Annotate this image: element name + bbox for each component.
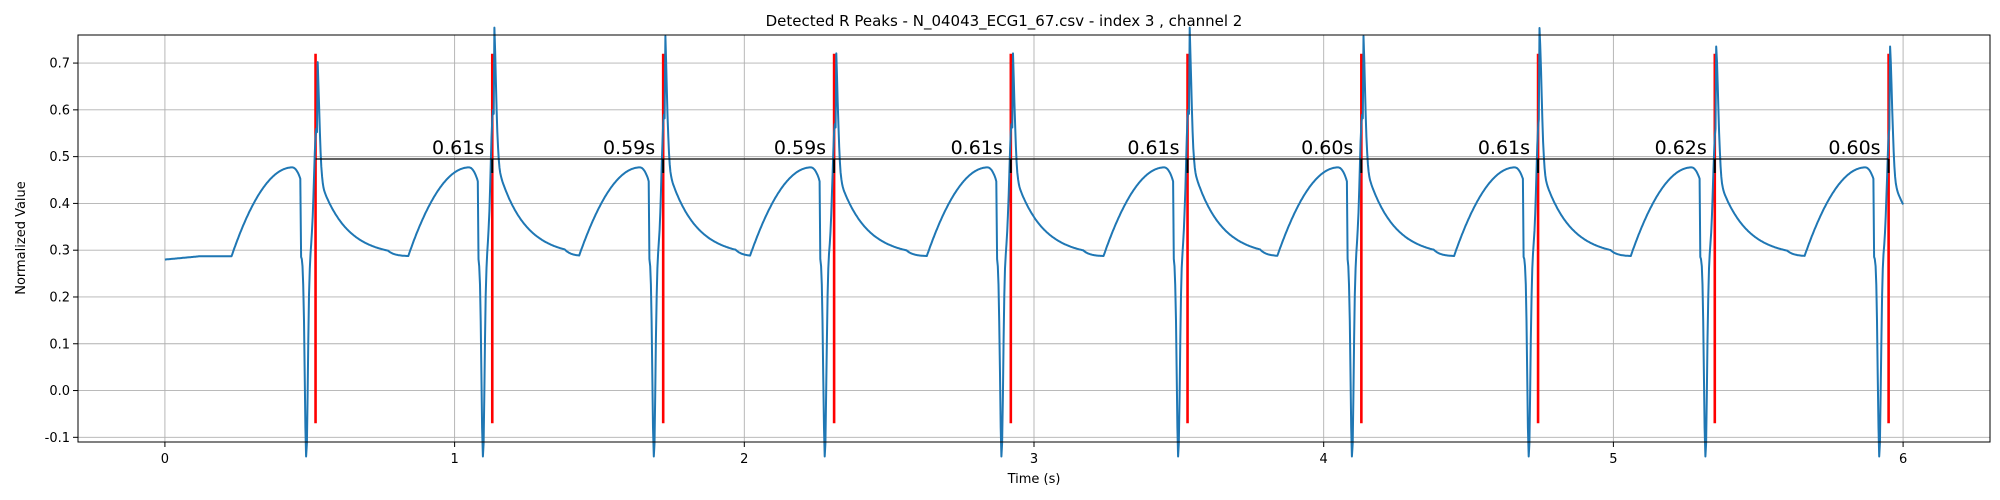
grid [78, 35, 1990, 442]
signal-layer [164, 26, 1905, 458]
x-axis-ticks: 0 1 2 3 4 5 6 [161, 442, 1907, 467]
y-axis-ticks: -0.1 0.0 0.1 0.2 0.3 0.4 0.5 0.6 0.7 [45, 57, 78, 446]
x-tick-label: 0 [161, 452, 169, 467]
interval-label: 0.60s [1301, 137, 1353, 159]
y-tick-label: 0.0 [49, 384, 70, 399]
chart-title: Detected R Peaks - N_04043_ECG1_67.csv -… [766, 12, 1243, 31]
x-tick-label: 1 [450, 452, 458, 467]
interval-lines: 0.61s 0.59s 0.59s 0.61s 0.61s 0.60s 0.61s 0.62s… [315, 137, 1890, 173]
interval-label: 0.61s [1478, 137, 1530, 159]
x-tick-label: 5 [1609, 452, 1617, 467]
x-axis-label: Time (s) [1007, 472, 1061, 487]
interval-label: 0.61s [1127, 137, 1179, 159]
y-tick-label: 0.7 [49, 57, 70, 72]
interval-label: 0.59s [774, 137, 826, 159]
y-tick-label: 0.6 [49, 103, 70, 118]
y-tick-label: 0.1 [49, 337, 70, 352]
x-tick-label: 4 [1320, 452, 1328, 467]
interval-label: 0.59s [603, 137, 655, 159]
x-tick-label: 6 [1899, 452, 1907, 467]
interval-label: 0.60s [1828, 137, 1880, 159]
x-tick-label: 2 [740, 452, 748, 467]
y-axis-label: Normalized Value [14, 181, 29, 295]
r-peak-markers [314, 53, 1890, 424]
interval-label: 0.61s [951, 137, 1003, 159]
x-tick-label: 3 [1030, 452, 1038, 467]
interval-label: 0.62s [1655, 137, 1707, 159]
ecg-signal-line [164, 26, 1905, 458]
y-tick-label: -0.1 [45, 431, 70, 446]
y-tick-label: 0.4 [49, 197, 70, 212]
y-tick-label: 0.2 [49, 290, 70, 305]
y-tick-label: 0.3 [49, 244, 70, 259]
interval-label: 0.61s [432, 137, 484, 159]
y-tick-label: 0.5 [49, 150, 70, 165]
